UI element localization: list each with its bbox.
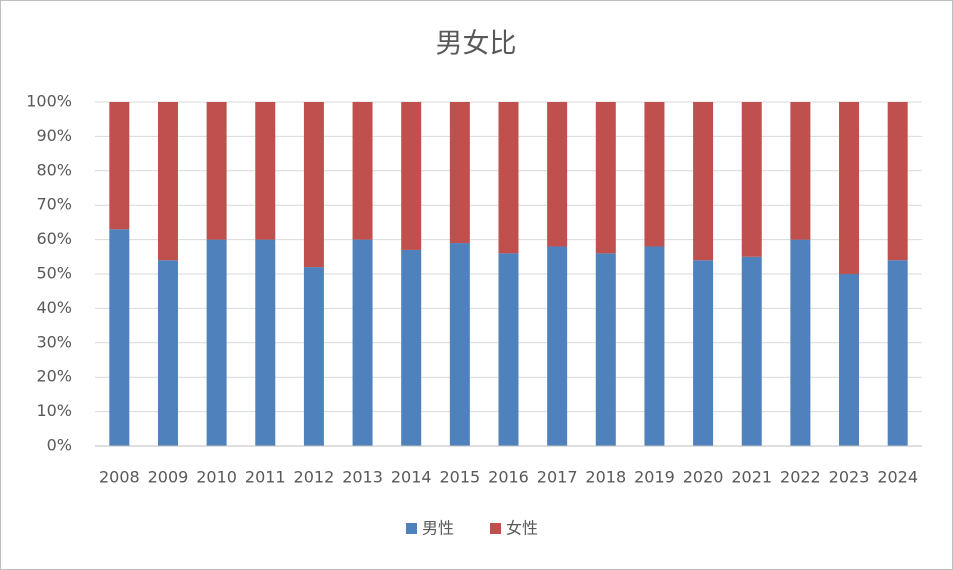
legend-label: 男性: [422, 519, 454, 538]
x-tick-label: 2020: [683, 468, 724, 487]
bar-segment: [547, 102, 568, 247]
bar-segment: [644, 246, 665, 446]
x-tick-label: 2010: [196, 468, 237, 487]
bar-segment: [255, 102, 276, 240]
legend-label: 女性: [506, 519, 538, 538]
y-tick-label: 90%: [36, 126, 72, 145]
x-tick-label: 2008: [99, 468, 140, 487]
legend-swatch: [406, 523, 417, 534]
bar-segment: [790, 239, 811, 446]
bar-segment: [352, 102, 373, 240]
bar-segment: [303, 267, 324, 446]
x-tick-label: 2014: [391, 468, 432, 487]
y-tick-label: 20%: [36, 367, 72, 386]
x-tick-label: 2009: [148, 468, 189, 487]
bar-segment: [741, 102, 762, 257]
x-tick-label: 2016: [488, 468, 529, 487]
bar-segment: [693, 260, 714, 446]
legend-swatch: [490, 523, 501, 534]
x-tick-label: 2024: [877, 468, 918, 487]
x-tick-label: 2011: [245, 468, 286, 487]
bar-segment: [887, 260, 908, 446]
y-tick-label: 30%: [36, 332, 72, 351]
bar-segment: [255, 239, 276, 446]
y-tick-label: 70%: [36, 195, 72, 214]
bar-segment: [498, 102, 519, 254]
bar-segment: [693, 102, 714, 261]
bar-segment: [157, 260, 178, 446]
x-tick-label: 2023: [829, 468, 870, 487]
chart-title: 男女比: [436, 29, 517, 60]
bar-segment: [644, 102, 665, 247]
bar-segment: [839, 102, 860, 274]
x-tick-label: 2013: [342, 468, 383, 487]
bar-segment: [206, 102, 227, 240]
x-tick-label: 2015: [439, 468, 480, 487]
bar-segment: [109, 229, 130, 446]
y-tick-label: 40%: [36, 298, 72, 317]
x-tick-label: 2012: [294, 468, 335, 487]
bar-segment: [741, 256, 762, 446]
bar-segment: [790, 102, 811, 240]
bar-segment: [303, 102, 324, 268]
y-tick-label: 10%: [36, 401, 72, 420]
y-tick-label: 100%: [26, 92, 72, 111]
bar-segment: [887, 102, 908, 261]
bar-segment: [498, 253, 519, 446]
bar-segment: [449, 243, 470, 446]
bar-segment: [352, 239, 373, 446]
x-tick-label: 2022: [780, 468, 821, 487]
bar-segment: [449, 102, 470, 244]
x-tick-label: 2019: [634, 468, 675, 487]
bar-segment: [547, 246, 568, 446]
x-tick-label: 2017: [537, 468, 578, 487]
bar-segment: [595, 253, 616, 446]
bar-segment: [206, 239, 227, 446]
x-tick-label: 2021: [731, 468, 772, 487]
bar-segment: [109, 102, 130, 230]
bar-segment: [839, 274, 860, 446]
y-tick-label: 80%: [36, 160, 72, 179]
x-tick-label: 2018: [585, 468, 626, 487]
y-tick-label: 60%: [36, 229, 72, 248]
bar-segment: [401, 249, 422, 446]
bar-segment: [401, 102, 422, 250]
bar-segment: [157, 102, 178, 261]
y-tick-label: 0%: [47, 436, 72, 455]
bar-segment: [595, 102, 616, 254]
y-tick-label: 50%: [36, 264, 72, 283]
